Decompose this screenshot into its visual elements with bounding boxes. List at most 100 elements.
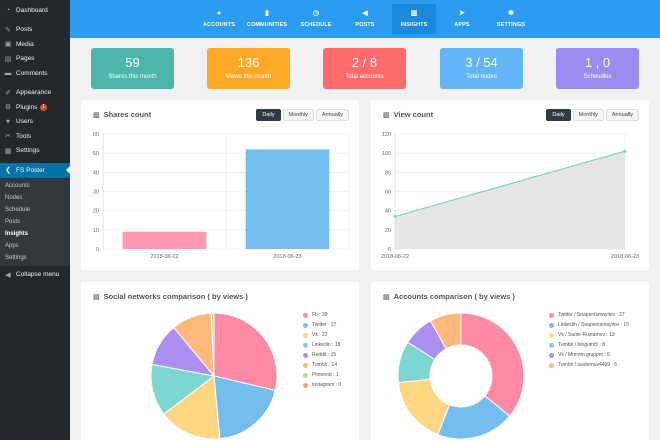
accounts-comparison-title-text: Accounts comparison ( by views ) <box>393 292 515 301</box>
sidebar-item-media[interactable]: ▣ Media <box>0 37 70 52</box>
tab-accounts[interactable]: ● ACCOUNTS <box>197 4 241 34</box>
stat-card-views-this-month: 136 Views this month <box>207 48 290 89</box>
tab-apps[interactable]: ➤ APPS <box>440 4 484 34</box>
comment-icon: ▬ <box>4 69 12 77</box>
tab-label: INSIGHTS <box>400 22 428 28</box>
submenu-item-posts[interactable]: Posts <box>5 218 21 225</box>
legend-swatch <box>303 332 308 338</box>
legend-label: Fb : 39 <box>312 312 328 318</box>
sidebar-item-users[interactable]: ● Users <box>0 115 70 130</box>
tab-communities[interactable]: ▮ COMMUNITIES <box>241 4 293 34</box>
collapse-menu-button[interactable]: ◀ Collapse menu <box>0 268 70 283</box>
tab-schedule[interactable]: ◷ SCHEDULE <box>294 4 338 34</box>
sidebar-item-label: Plugins <box>16 103 38 111</box>
y-tick-label: 60 <box>93 132 99 138</box>
y-tick-label: 0 <box>96 247 99 253</box>
y-tick-label: 20 <box>385 228 391 234</box>
submenu-item-accounts[interactable]: Accounts <box>5 182 30 189</box>
y-tick-label: 120 <box>382 132 391 138</box>
shares-annually-button[interactable]: Annually <box>315 109 349 121</box>
view-count-title-text: View count <box>393 110 434 119</box>
slice-twitter-soapenismayilov-27 <box>460 312 525 417</box>
shares-count-panel: ▥ Shares count Daily Monthly Annually 0 10 20… <box>81 100 359 270</box>
legend-label: Reddit : 15 <box>312 352 337 358</box>
stat-value: 136 <box>237 55 260 70</box>
sidebar-item-appearance[interactable]: ✐ Appearance <box>0 86 70 101</box>
sidebar-item-plugins[interactable]: ⚙ Plugins 1 <box>0 100 70 115</box>
submenu-item-apps[interactable]: Apps <box>5 242 19 249</box>
social-networks-panel: ▤ Social networks comparison ( by views )… <box>81 282 359 440</box>
y-tick-label: 20 <box>93 209 99 215</box>
legend-swatch <box>549 312 554 318</box>
stat-label: Total nodes <box>466 74 497 80</box>
views-point-2018-06-23 <box>623 149 627 153</box>
submenu-item-nodes[interactable]: Nodes <box>5 194 23 201</box>
legend-label: Tumblr / blogumt5 : 8 <box>558 342 606 348</box>
settings-icon: ▦ <box>4 147 12 155</box>
legend-item: Tumblr / iusdemov4499 : 6 <box>549 360 629 370</box>
accounts-donut-chart <box>397 312 525 440</box>
legend-item: Tumblr : 14 <box>303 360 341 370</box>
submenu-item-schedule[interactable]: Schedule <box>5 206 31 213</box>
views-annually-button[interactable]: Annually <box>605 109 639 121</box>
legend-swatch <box>549 352 554 358</box>
plugin-top-nav: ● ACCOUNTS ▮ COMMUNITIES ◷ SCHEDULE ◀ POSTS ▥ INS… <box>70 0 660 38</box>
stat-value: 59 <box>125 55 140 70</box>
communities-icon: ▮ <box>265 10 269 17</box>
sidebar-item-tools[interactable]: ✂ Tools <box>0 129 70 144</box>
legend-item: Tumblr / blogumt5 : 8 <box>549 340 629 350</box>
legend-swatch <box>303 342 308 348</box>
legend-item: Fb : 39 <box>303 310 341 320</box>
sidebar-item-comments[interactable]: ▬ Comments <box>0 66 70 81</box>
stat-label: Shares this month <box>108 74 157 80</box>
sidebar-item-dashboard[interactable]: ◔ Dashboard <box>0 3 70 18</box>
collapse-icon: ◀ <box>5 271 11 279</box>
stat-card-total-nodes: 3 / 54 Total nodes <box>440 48 523 89</box>
legend-label: Tumblr : 14 <box>312 362 338 368</box>
legend-swatch <box>303 372 308 378</box>
media-icon: ▣ <box>4 41 12 49</box>
legend-label: Instagram : 0 <box>312 382 342 388</box>
legend-swatch <box>303 382 308 388</box>
tab-label: SCHEDULE <box>300 22 332 28</box>
sidebar-item-label: Posts <box>16 26 33 34</box>
brush-icon: ✐ <box>5 89 11 97</box>
wrench-icon: ✂ <box>5 133 11 141</box>
shares-daily-button[interactable]: Daily <box>256 109 281 121</box>
accounts-comparison-panel: ▤ Accounts comparison ( by views ) Twitte… <box>371 282 649 440</box>
tab-posts[interactable]: ◀ POSTS <box>343 4 387 34</box>
tab-settings[interactable]: ✱ SETTINGS <box>489 4 533 34</box>
sidebar-item-label: Dashboard <box>16 6 48 14</box>
sidebar-item-settings[interactable]: ▦ Settings <box>0 144 70 159</box>
legend-swatch <box>549 332 554 338</box>
stat-card-shares-this-month: 59 Shares this month <box>91 48 174 89</box>
sidebar-item-label: Tools <box>16 132 32 140</box>
social-networks-pie-chart <box>150 312 278 440</box>
submenu-item-settings[interactable]: Settings <box>5 254 27 261</box>
views-monthly-button[interactable]: Monthly <box>572 109 604 121</box>
sidebar-item-pages[interactable]: ▤ Pages <box>0 52 70 67</box>
sidebar-item-label: Settings <box>16 147 40 155</box>
settings-icon: ✱ <box>508 10 514 17</box>
stat-label: Scheudles <box>583 74 612 80</box>
legend-item: Pinterest : 1 <box>303 370 341 380</box>
tab-insights[interactable]: ▥ INSIGHTS <box>392 4 436 34</box>
schedule-icon: ◷ <box>312 10 320 17</box>
sidebar-item-posts[interactable]: ✎ Posts <box>0 23 70 38</box>
posts-icon: ◀ <box>362 10 368 17</box>
shares-monthly-button[interactable]: Monthly <box>282 109 314 121</box>
submenu-item-insights[interactable]: Insights <box>5 230 29 237</box>
x-tick-label: 2018-06-22 <box>150 254 178 260</box>
shares-bar-chart: 0 10 20 30 40 50 60 2018-06-22 2018-06-23 <box>93 132 350 260</box>
views-point-2018-06-22 <box>393 214 397 219</box>
social-networks-title-text: Social networks comparison ( by views ) <box>103 292 248 301</box>
y-tick-label: 50 <box>93 151 99 157</box>
sidebar-item-label: FS Poster <box>16 166 45 174</box>
social-networks-legend: Fb : 39 Twitter : 27 Vk : 22 Linkedin : 18 R… <box>303 310 341 390</box>
shares-count-title-text: Shares count <box>103 110 152 119</box>
stat-value: 1 , 0 <box>584 55 611 70</box>
sidebar-item-fs-poster[interactable]: ❮ FS Poster <box>0 163 70 178</box>
legend-swatch <box>303 322 308 328</box>
stat-card-total-accounts: 2 / 8 Total accounts <box>323 48 406 89</box>
views-daily-button[interactable]: Daily <box>546 109 571 121</box>
